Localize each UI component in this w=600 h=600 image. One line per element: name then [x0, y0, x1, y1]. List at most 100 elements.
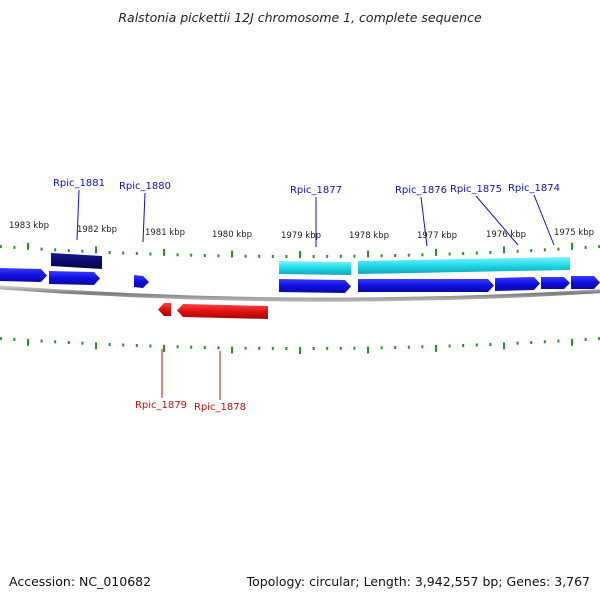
scale-tick-minor [339, 254, 342, 258]
gene-label[interactable]: Rpic_1874 [508, 183, 560, 194]
gene-labels: Rpic_1881 Rpic_1880 Rpic_1877 Rpic_1876 Rpic… [53, 178, 560, 413]
scale-label: 1978 kbp [349, 231, 389, 241]
scale-labels: 1983 kbp 1982 kbp 1981 kbp 1980 kbp 1979 kbp… [9, 221, 594, 241]
scale-tick-minor [135, 344, 138, 347]
scale-tick-minor [176, 253, 179, 257]
scale-tick-minor [353, 254, 356, 258]
scale-tick-minor [149, 252, 152, 256]
scale-tick-major [299, 347, 301, 354]
scale-tick-major [231, 250, 233, 258]
rna-gene-bar[interactable] [358, 257, 570, 274]
scale-label: 1976 kbp [486, 230, 526, 240]
scale-tick-minor [530, 249, 533, 253]
scale-tick-minor [190, 253, 193, 257]
gene-label[interactable]: Rpic_1876 [395, 185, 447, 196]
scale-tick-major [163, 344, 165, 352]
scale-tick-minor [394, 254, 397, 257]
feature-track-upper [51, 253, 570, 275]
scale-tick-minor [135, 252, 138, 255]
scale-tick-major [571, 242, 573, 250]
scale-tick-major [435, 248, 437, 256]
gene-label[interactable]: Rpic_1879 [135, 400, 187, 411]
gene-label-leader [76, 189, 80, 241]
scale-tick-major [163, 248, 165, 256]
gene-arrow[interactable] [358, 279, 494, 292]
chromosome-backbone [0, 285, 600, 302]
rna-gene-bar[interactable] [279, 261, 351, 275]
gene-arrow[interactable] [571, 276, 600, 289]
gene-arrow[interactable] [0, 268, 47, 282]
scale-tick-minor [407, 345, 410, 349]
scale-tick-minor [285, 255, 288, 258]
scale-tick-major [95, 246, 97, 254]
gene-arrow[interactable] [134, 275, 149, 288]
gene-arrow[interactable] [49, 271, 100, 285]
scale-tick-major [367, 346, 369, 354]
scale-tick-major [435, 344, 437, 352]
gene-arrow-reverse[interactable] [177, 304, 268, 319]
scale-tick-minor [176, 345, 179, 349]
highlighted-gene-bar[interactable] [51, 253, 102, 269]
gene-arrow[interactable] [495, 277, 540, 291]
scale-tick-minor [516, 341, 519, 345]
scale-label: 1981 kbp [145, 228, 185, 238]
gene-label[interactable]: Rpic_1875 [450, 184, 502, 195]
scale-tick-minor [13, 337, 16, 341]
scale-tick-minor [122, 251, 125, 255]
scale-tick-minor [312, 255, 315, 258]
scale-tick-major [503, 342, 505, 350]
scale-tick-minor [285, 347, 288, 350]
scale-tick-major [27, 338, 29, 346]
scale-label: 1975 kbp [554, 228, 594, 238]
scale-tick-minor [203, 346, 206, 349]
gene-arrow[interactable] [279, 279, 351, 293]
scale-tick-minor [543, 248, 546, 252]
scale-tick-minor [67, 249, 70, 253]
gene-label[interactable]: Rpic_1877 [290, 185, 342, 196]
scale-label: 1983 kbp [9, 221, 49, 231]
scale-tick-minor [421, 253, 424, 257]
scale-tick-minor [54, 340, 57, 344]
scale-tick-minor [81, 249, 84, 253]
gene-label[interactable]: Rpic_1880 [119, 181, 171, 192]
scale-tick-minor [462, 252, 465, 255]
scale-tick-minor [108, 343, 111, 346]
summary-text: Topology: circular; Length: 3,942,557 bp… [246, 574, 590, 589]
scale-tick-minor [67, 341, 70, 345]
scale-tick-minor [407, 253, 410, 257]
scale-tick-major [27, 242, 29, 250]
scale-tick-minor [475, 343, 478, 347]
gene-label[interactable]: Rpic_1878 [194, 402, 246, 413]
scale-tick-minor [244, 254, 247, 258]
scale-tick-minor [380, 254, 383, 258]
scale-tick-minor [598, 245, 600, 249]
scale-label: 1982 kbp [77, 225, 117, 235]
scale-tick-minor [312, 347, 315, 350]
scale-tick-minor [326, 346, 329, 350]
scale-tick-minor [40, 339, 43, 343]
scale-ticks-bottom [0, 337, 600, 354]
scale-tick-minor [421, 345, 424, 349]
scale-tick-minor [462, 344, 465, 347]
gene-arrow-reverse[interactable] [158, 303, 171, 316]
scale-tick-minor [149, 344, 152, 348]
scale-tick-minor [244, 346, 247, 350]
gene-arrow[interactable] [541, 277, 570, 289]
accession-text: Accession: NC_010682 [9, 574, 152, 589]
scale-tick-minor [530, 341, 533, 345]
scale-tick-minor [40, 247, 43, 251]
scale-tick-minor [516, 249, 519, 253]
scale-tick-minor [81, 341, 84, 345]
map-title: Ralstonia pickettii 12J chromosome 1, co… [118, 10, 482, 25]
scale-tick-minor [448, 344, 451, 348]
scale-tick-minor [489, 251, 492, 254]
forward-gene-track [0, 268, 600, 293]
scale-tick-minor [353, 346, 356, 350]
scale-tick-minor [489, 343, 492, 346]
scale-label: 1979 kbp [281, 231, 321, 241]
scale-tick-major [571, 338, 573, 346]
scale-tick-minor [258, 254, 261, 258]
gene-label[interactable]: Rpic_1881 [53, 178, 105, 189]
scale-tick-minor [271, 254, 274, 258]
scale-tick-minor [448, 252, 451, 256]
